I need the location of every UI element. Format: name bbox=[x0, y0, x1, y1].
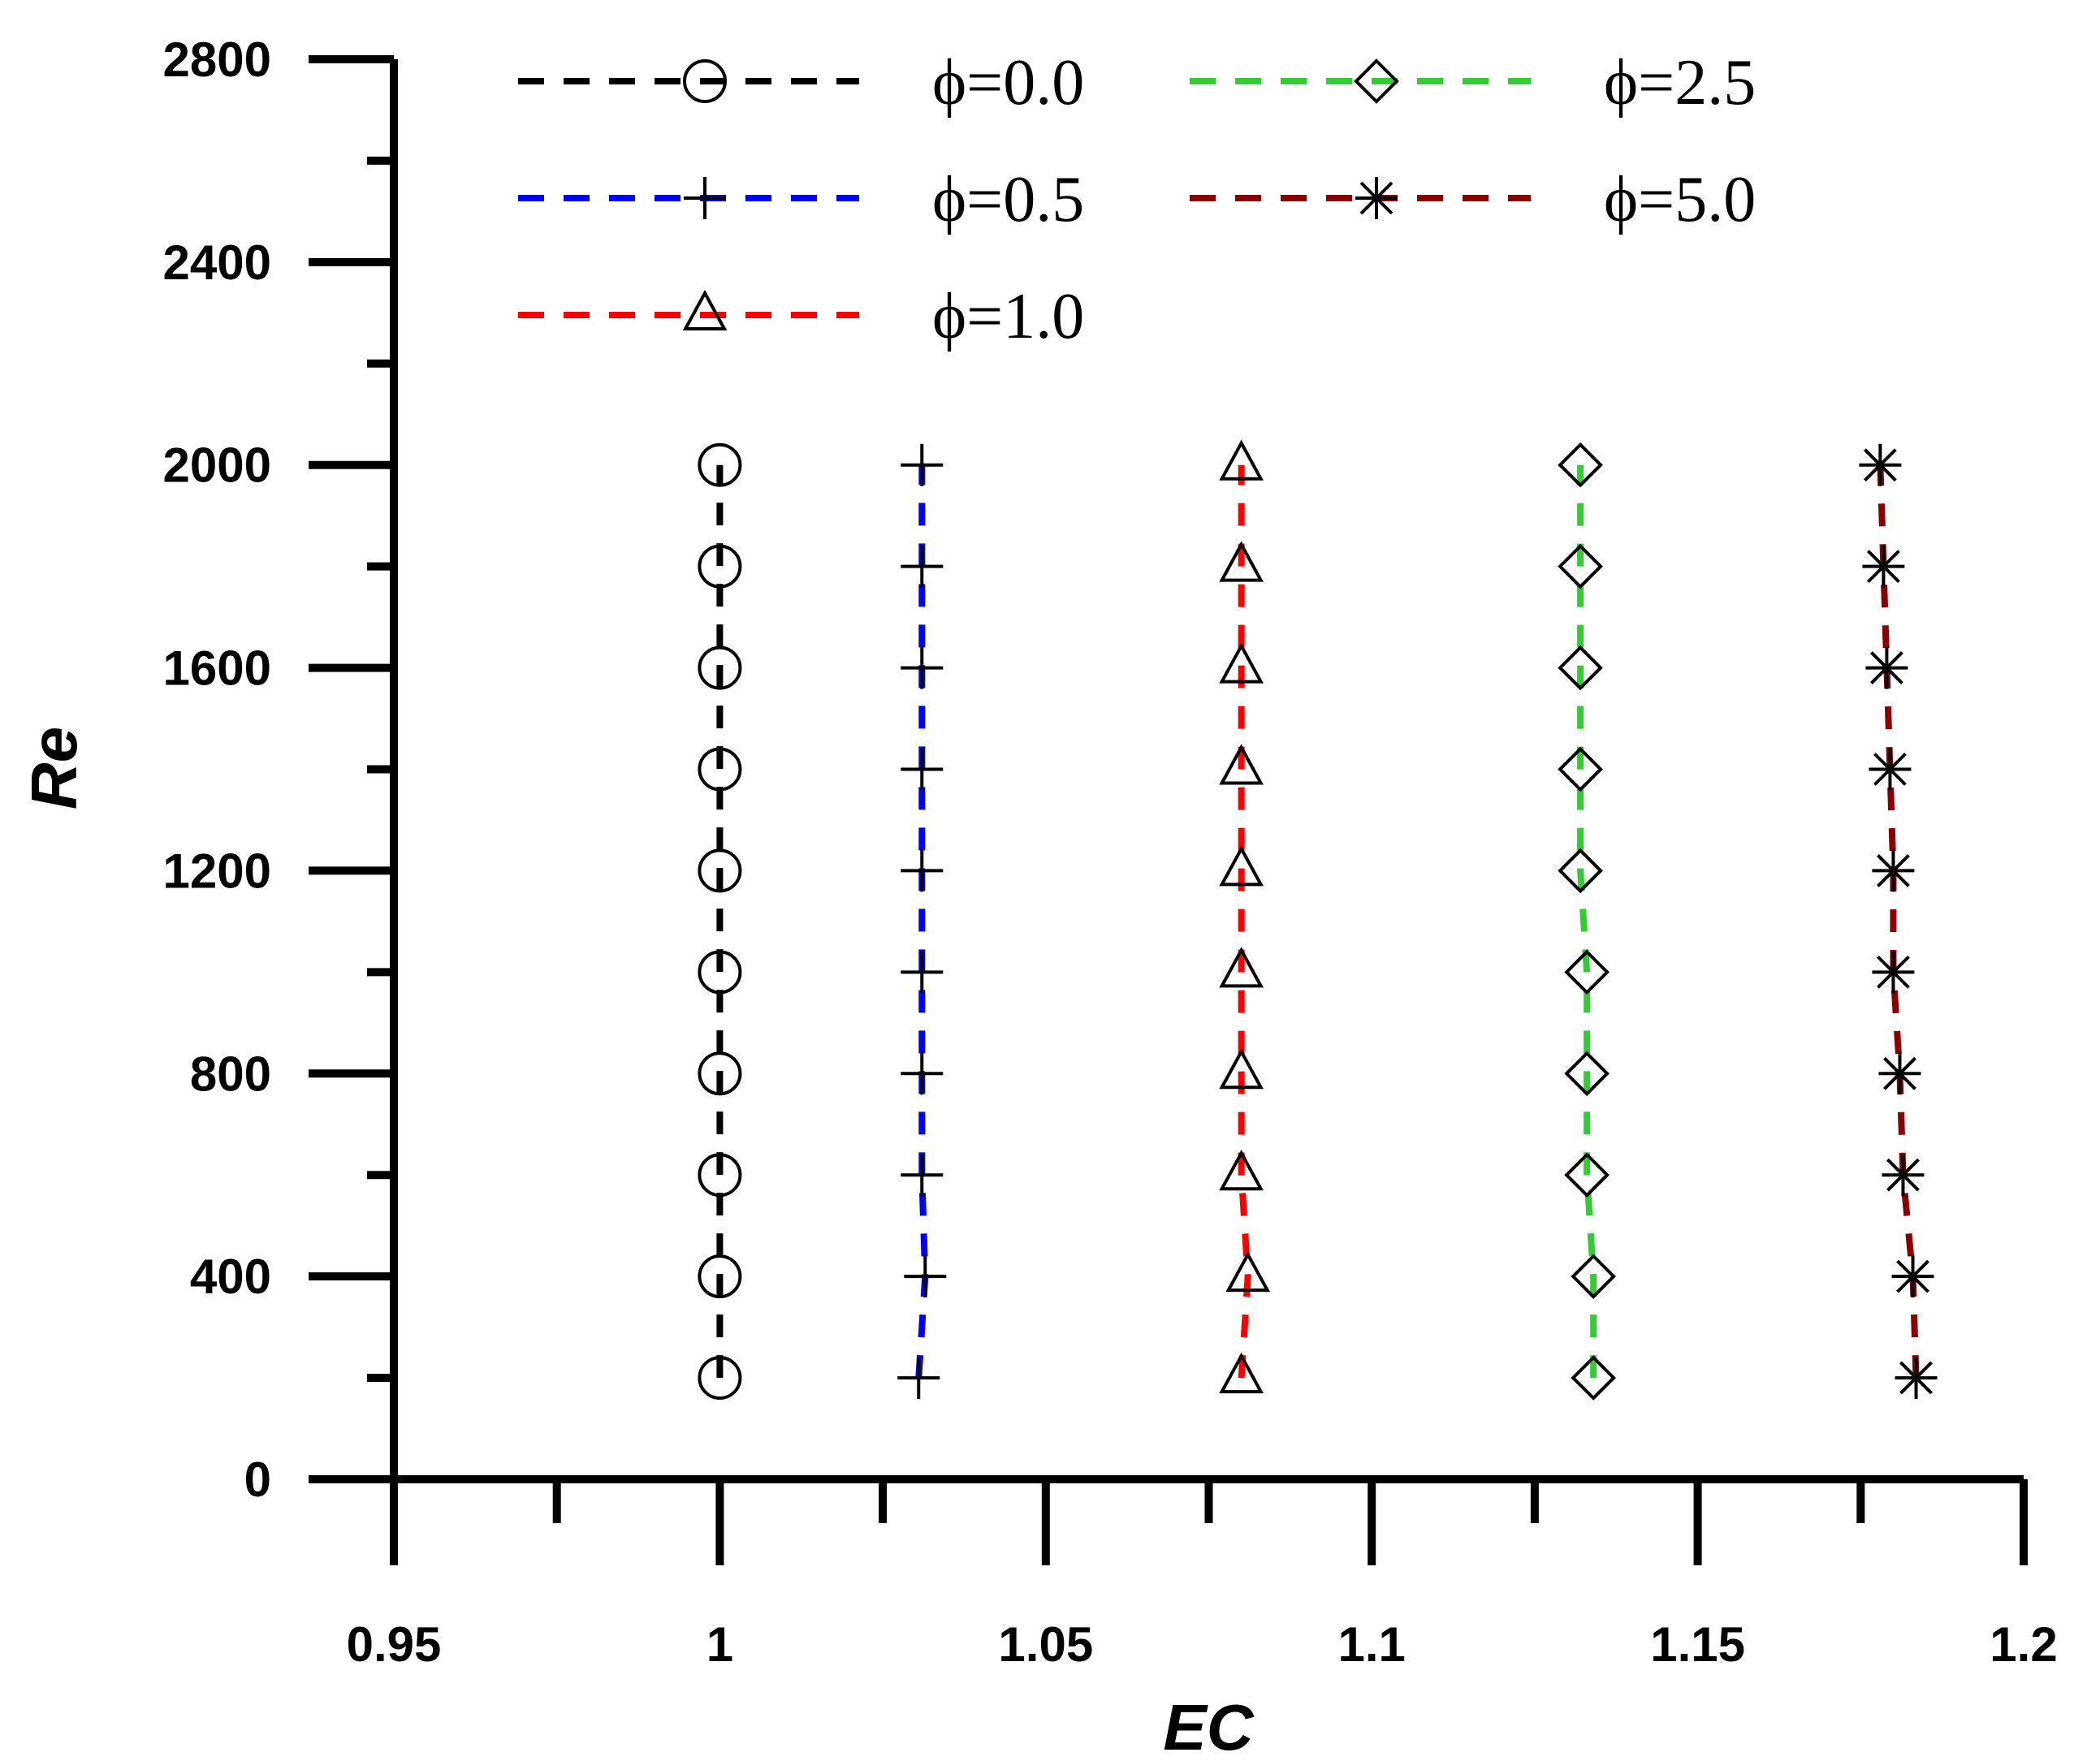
series-line bbox=[915, 464, 929, 1379]
legend-marker bbox=[683, 59, 727, 103]
y-tick-label: 800 bbox=[190, 1047, 271, 1101]
legend: ϕ=0.0 ϕ=0.5 ϕ=1.0 ϕ=2.5 ϕ=5.0 bbox=[518, 47, 1756, 352]
data-point bbox=[1219, 439, 1264, 481]
data-point bbox=[1558, 442, 1603, 488]
data-point bbox=[1872, 951, 1915, 994]
y-axis-title: Re bbox=[18, 727, 90, 809]
x-tick-label: 1.15 bbox=[1650, 1617, 1745, 1672]
data-point bbox=[698, 1153, 742, 1198]
data-point bbox=[1862, 545, 1905, 588]
data-point bbox=[1558, 746, 1603, 792]
legend-label: ϕ=2.5 bbox=[1604, 47, 1756, 119]
legend-entry-3: ϕ=2.5 bbox=[1190, 47, 1756, 119]
x-tick-label: 1.2 bbox=[1990, 1617, 2057, 1672]
data-point bbox=[1564, 1051, 1610, 1097]
legend-entry-1: ϕ=0.5 bbox=[518, 164, 1084, 235]
data-point bbox=[904, 1255, 947, 1298]
data-point bbox=[1571, 1254, 1616, 1299]
legend-entry-0: ϕ=0.0 bbox=[518, 47, 1084, 119]
data-point bbox=[1878, 1052, 1921, 1095]
data-point bbox=[1895, 1357, 1938, 1400]
series-line bbox=[1238, 464, 1251, 1379]
data-point bbox=[1564, 1152, 1610, 1198]
legend-label: ϕ=5.0 bbox=[1604, 164, 1756, 235]
data-point bbox=[698, 645, 742, 690]
data-point bbox=[1558, 848, 1603, 894]
data-point bbox=[698, 950, 742, 995]
x-tick-label: 0.95 bbox=[347, 1617, 442, 1672]
data-point bbox=[901, 951, 944, 994]
data-point bbox=[901, 849, 944, 892]
series-2 bbox=[1219, 439, 1271, 1394]
data-point bbox=[698, 442, 742, 487]
y-tick-label: 2800 bbox=[163, 32, 271, 87]
data-point bbox=[1564, 949, 1610, 995]
data-point bbox=[698, 544, 742, 589]
legend-label: ϕ=0.0 bbox=[932, 47, 1084, 119]
data-point bbox=[897, 1357, 940, 1400]
data-point bbox=[1865, 646, 1908, 689]
series-4 bbox=[1859, 443, 1938, 1400]
data-point bbox=[1859, 443, 1902, 486]
legend-marker bbox=[1354, 58, 1399, 104]
data-point bbox=[1219, 1150, 1264, 1191]
data-point bbox=[1882, 1154, 1925, 1197]
data-point bbox=[1219, 845, 1264, 887]
data-point bbox=[1558, 645, 1603, 691]
data-point bbox=[1219, 744, 1264, 785]
legend-entry-4: ϕ=5.0 bbox=[1190, 164, 1756, 235]
x-axis-title: EC bbox=[1163, 1691, 1254, 1761]
series-3 bbox=[1558, 442, 1616, 1401]
data-point bbox=[901, 545, 944, 588]
data-point bbox=[698, 1356, 742, 1401]
data-point bbox=[698, 747, 742, 792]
data-point bbox=[901, 748, 944, 791]
data-point bbox=[698, 848, 742, 893]
series-1 bbox=[897, 443, 947, 1400]
legend-marker bbox=[682, 289, 728, 330]
data-point bbox=[1891, 1255, 1934, 1298]
legend-entry-2: ϕ=1.0 bbox=[518, 281, 1084, 352]
data-point bbox=[1219, 1048, 1264, 1090]
x-tick-label: 1 bbox=[706, 1617, 733, 1672]
x-tick-label: 1.05 bbox=[998, 1617, 1093, 1672]
data-point bbox=[1872, 849, 1915, 892]
data-point bbox=[1869, 748, 1912, 791]
data-point bbox=[1219, 1352, 1264, 1394]
y-tick-label: 2400 bbox=[163, 235, 271, 290]
series-layer bbox=[698, 439, 1938, 1401]
data-point bbox=[1219, 947, 1264, 988]
data-point bbox=[901, 1052, 944, 1095]
y-tick-label: 2000 bbox=[163, 438, 271, 493]
data-point bbox=[698, 1051, 742, 1096]
legend-label: ϕ=1.0 bbox=[932, 281, 1084, 352]
series-line bbox=[1577, 464, 1597, 1379]
legend-marker bbox=[1355, 177, 1398, 219]
data-point bbox=[901, 1154, 944, 1197]
y-tick-label: 1200 bbox=[163, 844, 271, 898]
data-point bbox=[901, 443, 944, 486]
y-tick-label: 1600 bbox=[163, 641, 271, 696]
data-point bbox=[698, 1254, 742, 1299]
data-point bbox=[1571, 1355, 1616, 1401]
data-point bbox=[901, 646, 944, 689]
legend-label: ϕ=0.5 bbox=[932, 164, 1084, 235]
y-tick-label: 400 bbox=[190, 1250, 271, 1304]
series-line bbox=[1877, 464, 1920, 1379]
data-point bbox=[1219, 642, 1264, 684]
data-point bbox=[1225, 1250, 1271, 1293]
x-tick-label: 1.1 bbox=[1337, 1617, 1405, 1672]
legend-marker bbox=[684, 177, 726, 219]
y-tick-label: 0 bbox=[244, 1452, 271, 1507]
axes: 0 400 800 1200 1600 2000 2400 2800 0.95 1 1.05 1.1 1… bbox=[18, 32, 2058, 1761]
data-point bbox=[1219, 541, 1264, 582]
series-0 bbox=[698, 442, 742, 1401]
data-point bbox=[1558, 543, 1603, 589]
